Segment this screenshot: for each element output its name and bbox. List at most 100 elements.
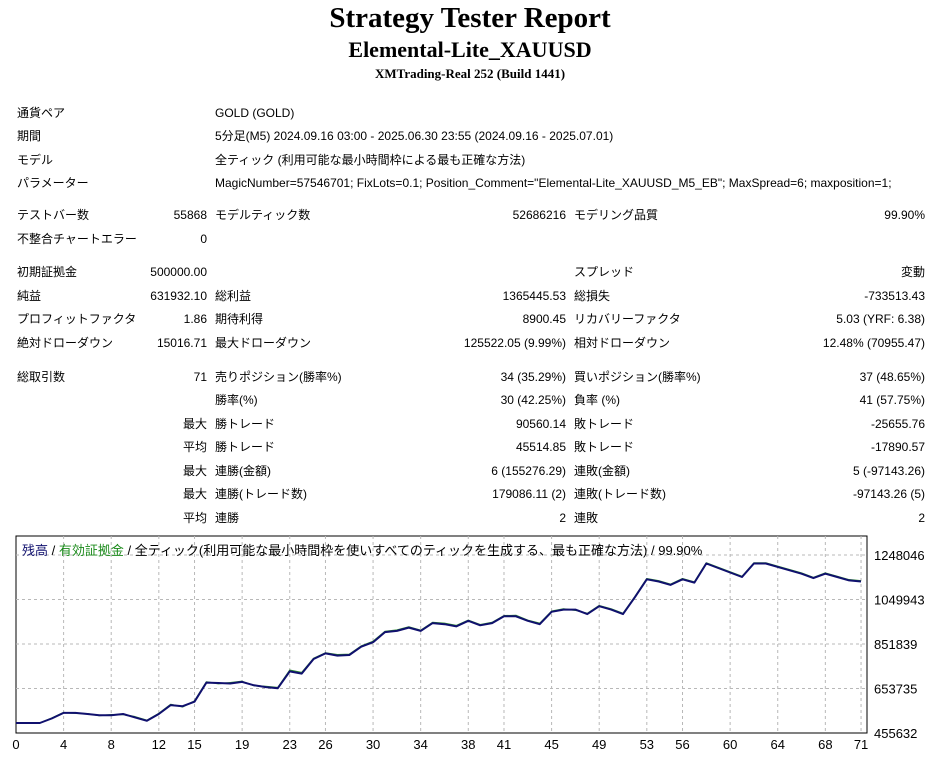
- x-tick-label: 38: [461, 737, 475, 752]
- avg-loss-trade-label: 敗トレード: [574, 440, 635, 454]
- x-tick-label: 30: [366, 737, 380, 752]
- model-value: 全ティック (利用可能な最小時間枠による最も正確な方法): [215, 153, 526, 167]
- recovery-label: リカバリーファクタ: [574, 312, 681, 326]
- chart-frame: [15, 535, 868, 734]
- ticks-label: モデルティック数: [215, 208, 311, 222]
- mismatch-label: 不整合チャートエラー: [17, 232, 137, 246]
- y-tick-label: 653735: [874, 682, 917, 697]
- expected-value: 8900.45: [522, 312, 566, 326]
- winrate-label: 勝率(%): [215, 393, 258, 407]
- ea-name: Elemental-Lite_XAUUSD: [348, 37, 592, 62]
- chart-legend: 残高 / 有効証拠金 / 全ティック(利用可能な最小時間枠を使いすべてのティック…: [22, 540, 702, 559]
- avg-consec-loss-label: 連敗: [574, 511, 599, 525]
- spread-label: スプレッド: [574, 265, 635, 279]
- deposit-label: 初期証拠金: [17, 265, 78, 279]
- long-label: 買いポジション(勝率%): [574, 370, 701, 384]
- balance-line: [16, 562, 862, 724]
- chart-grid: [16, 536, 867, 733]
- gross-loss-label: 総損失: [574, 289, 611, 303]
- pair-label: 通貨ペア: [17, 106, 66, 120]
- chart-series: [16, 562, 862, 724]
- max-consec-win-value: 6 (155276.29): [491, 464, 566, 478]
- params-label: パラメーター: [17, 176, 89, 190]
- deposit-value: 500000.00: [150, 265, 207, 279]
- avg-label: 平均: [182, 440, 207, 454]
- max-consec-win-label: 連勝(金額): [215, 464, 271, 478]
- lossrate-label: 負率 (%): [574, 393, 620, 407]
- y-tick-label: 455632: [874, 726, 917, 741]
- chart-x-tick-labels: 0 4 8 12 15 19 23 26 30 34 38 41 45 49 53 56 60 64 68 71: [12, 737, 868, 752]
- x-tick-label: 41: [497, 737, 511, 752]
- max-consec-profit-value: 179086.11 (2): [492, 487, 566, 501]
- x-tick-label: 4: [60, 737, 67, 752]
- x-tick-label: 15: [187, 737, 201, 752]
- net-value: 631932.10: [150, 289, 207, 303]
- short-label: 売りポジション(勝率%): [215, 370, 342, 384]
- y-tick-label: 1049943: [874, 592, 925, 607]
- trades-value: 71: [193, 370, 207, 384]
- pair-value: GOLD (GOLD): [215, 106, 295, 120]
- max-label: 最大: [182, 417, 207, 431]
- short-value: 34 (35.29%): [500, 370, 566, 384]
- rel-dd-value: 12.48% (70955.47): [822, 336, 925, 350]
- quality-value: 99.90%: [884, 208, 925, 222]
- lossrate-value: 41 (57.75%): [859, 393, 925, 407]
- max-consec-lossamt-label: 連敗(トレード数): [574, 487, 666, 501]
- model-label: モデル: [17, 153, 54, 167]
- x-tick-label: 49: [592, 737, 606, 752]
- pf-value: 1.86: [183, 312, 207, 326]
- abs-dd-label: 絶対ドローダウン: [17, 336, 114, 350]
- gross-profit-label: 総利益: [215, 289, 252, 303]
- max-consec-lossamt-value: -97143.26 (5): [852, 487, 925, 501]
- pf-label: プロフィットファクタ: [17, 312, 137, 326]
- x-tick-label: 26: [318, 737, 332, 752]
- x-tick-label: 23: [283, 737, 297, 752]
- period-label: 期間: [17, 129, 42, 143]
- x-tick-label: 12: [152, 737, 166, 752]
- bars-value: 55868: [173, 208, 207, 222]
- trades-label: 総取引数: [17, 370, 66, 384]
- x-tick-label: 8: [108, 737, 115, 752]
- max-win-value: 90560.14: [515, 417, 566, 431]
- max-dd-value: 125522.05 (9.99%): [463, 336, 566, 350]
- max-consec-profit-label: 連勝(トレード数): [215, 487, 307, 501]
- recovery-value: 5.03 (YRF: 6.38): [836, 312, 925, 326]
- spread-value: 変動: [900, 265, 925, 279]
- net-label: 純益: [17, 289, 42, 303]
- max-win-trade-label: 勝トレード: [215, 417, 276, 431]
- x-tick-label: 34: [413, 737, 427, 752]
- period-value: 5分足(M5) 2024.09.16 03:00 - 2025.06.30 23…: [215, 129, 614, 143]
- avg-consec-loss-value: 2: [918, 511, 925, 525]
- y-tick-label: 1248046: [874, 548, 925, 563]
- x-tick-label: 0: [12, 737, 19, 752]
- y-tick-label: 851839: [874, 637, 917, 652]
- equity-chart: 455632 653735 851839 1049943 1248046 0 4 8 12 15…: [12, 535, 925, 752]
- x-tick-label: 56: [675, 737, 689, 752]
- abs-dd-value: 15016.71: [156, 336, 207, 350]
- params-value: MagicNumber=57546701; FixLots=0.1; Posit…: [215, 176, 892, 190]
- max-dd-label: 最大ドローダウン: [215, 336, 312, 350]
- quality-label: モデリング品質: [574, 208, 659, 222]
- avg-consec-win-label: 連勝: [215, 511, 240, 525]
- x-tick-label: 60: [723, 737, 737, 752]
- gross-loss-value: -733513.43: [864, 289, 925, 303]
- avg-win-value: 45514.85: [515, 440, 566, 454]
- max-loss-trade-label: 敗トレード: [574, 417, 635, 431]
- x-tick-label: 71: [854, 737, 868, 752]
- max-consec-loss-label: 連敗(金額): [574, 464, 630, 478]
- winrate-value: 30 (42.25%): [500, 393, 566, 407]
- mismatch-value: 0: [200, 232, 207, 246]
- legend-sep: /: [48, 543, 59, 558]
- long-value: 37 (48.65%): [859, 370, 925, 384]
- bars-label: テストバー数: [17, 208, 90, 222]
- x-tick-label: 64: [770, 737, 784, 752]
- max-loss-value: -25655.76: [870, 417, 925, 431]
- x-tick-label: 45: [544, 737, 558, 752]
- gross-profit-value: 1365445.53: [502, 289, 566, 303]
- x-tick-label: 19: [235, 737, 249, 752]
- max-consec-loss-value: 5 (-97143.26): [852, 464, 925, 478]
- chart-y-tick-labels: 455632 653735 851839 1049943 1248046: [874, 548, 925, 741]
- avg-label-2: 平均: [182, 511, 207, 525]
- max-label-3: 最大: [182, 487, 207, 501]
- avg-win-trade-label: 勝トレード: [215, 440, 276, 454]
